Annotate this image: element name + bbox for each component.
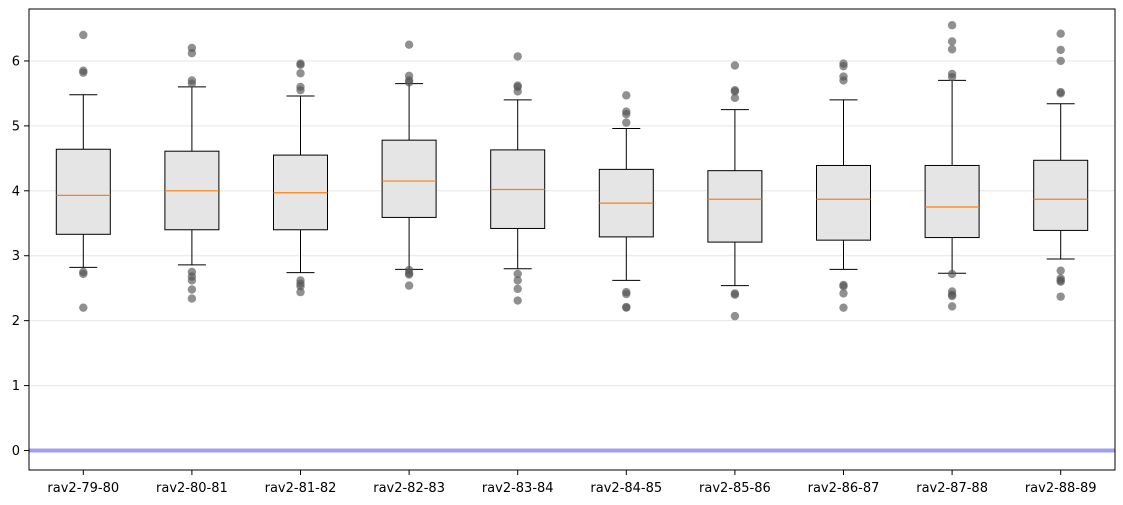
outlier-point (513, 284, 522, 294)
outlier-point (79, 269, 88, 279)
outlier-point (947, 291, 957, 301)
outlier-point (730, 87, 740, 96)
x-tick-label: rav2-83-84 (482, 481, 554, 496)
box-rav2-84-85 (598, 91, 654, 312)
x-tick-label: rav2-84-85 (590, 481, 662, 496)
y-tick-label: 0 (12, 444, 20, 459)
outlier-point (947, 302, 957, 311)
outlier-point (296, 282, 305, 291)
outlier-point (947, 37, 957, 46)
outlier-point (1056, 292, 1065, 301)
outlier-point (187, 79, 197, 88)
outlier-point (187, 294, 197, 303)
outlier-point (730, 93, 740, 103)
outlier-point (622, 289, 631, 299)
outlier-point (404, 281, 414, 290)
outlier-point (839, 282, 848, 291)
iqr-box (707, 170, 763, 243)
outlier-point (947, 269, 957, 279)
x-tick-label: rav2-87-88 (916, 481, 988, 496)
x-tick-label: rav2-81-82 (265, 481, 337, 496)
outlier-point (1056, 29, 1065, 38)
outlier-point (296, 60, 305, 70)
outlier-point (947, 21, 957, 30)
box-rav2-79-80 (55, 30, 111, 312)
x-tick-label: rav2-86-87 (808, 481, 880, 496)
outlier-point (1056, 89, 1065, 98)
outlier-point (79, 303, 88, 312)
x-tick-label: rav2-79-80 (47, 481, 119, 496)
box-rav2-85-86 (707, 61, 763, 321)
outlier-point (296, 287, 305, 297)
iqr-box (1033, 159, 1089, 231)
iqr-box (924, 164, 980, 239)
outlier-point (1056, 45, 1065, 55)
plot-frame (28, 8, 1116, 471)
outlier-point (622, 303, 631, 312)
outlier-point (622, 118, 631, 127)
box-rav2-82-83 (381, 40, 437, 290)
outlier-point (79, 68, 88, 77)
outlier-point (839, 61, 848, 71)
y-tick-label: 2 (12, 314, 20, 329)
outlier-point (839, 76, 848, 85)
box-rav2-88-89 (1033, 29, 1089, 301)
outlier-point (404, 40, 414, 49)
outlier-point (513, 296, 522, 305)
outlier-point (404, 270, 414, 279)
outlier-point (513, 87, 522, 96)
box-rav2-80-81 (164, 43, 220, 303)
y-tick-label: 1 (12, 379, 20, 394)
outlier-point (730, 61, 740, 70)
iqr-box (381, 139, 437, 218)
box-rav2-83-84 (490, 52, 546, 305)
outlier-point (513, 276, 522, 285)
iqr-box (55, 148, 111, 235)
outlier-point (947, 45, 957, 54)
y-tick-label: 6 (12, 54, 20, 69)
box-rav2-86-87 (816, 59, 871, 312)
outlier-point (1056, 56, 1065, 66)
outlier-point (1056, 266, 1065, 275)
outlier-point (404, 78, 414, 87)
iqr-box (816, 164, 871, 241)
outlier-point (513, 269, 522, 279)
outlier-point (79, 30, 88, 40)
y-tick-label: 4 (12, 184, 20, 199)
outlier-point (730, 311, 740, 321)
outlier-point (622, 91, 631, 100)
outlier-point (839, 289, 848, 298)
outlier-point (187, 285, 197, 294)
x-tick-label: rav2-88-89 (1025, 481, 1097, 496)
outlier-point (187, 48, 197, 58)
x-tick-label: rav2-82-83 (373, 481, 445, 496)
outlier-point (296, 85, 305, 95)
x-tick-label: rav2-80-81 (156, 481, 228, 496)
outlier-point (296, 69, 305, 78)
x-tick-label: rav2-85-86 (699, 481, 771, 496)
y-tick-label: 3 (12, 249, 20, 264)
outlier-point (1056, 277, 1065, 286)
outlier-point (839, 303, 848, 312)
box-rav2-87-88 (924, 21, 980, 311)
outlier-point (187, 276, 197, 285)
outlier-point (947, 72, 957, 82)
box-rav2-81-82 (273, 59, 328, 297)
y-tick-label: 5 (12, 119, 20, 134)
outlier-point (622, 109, 631, 119)
outlier-point (513, 52, 522, 61)
outlier-point (730, 290, 740, 299)
